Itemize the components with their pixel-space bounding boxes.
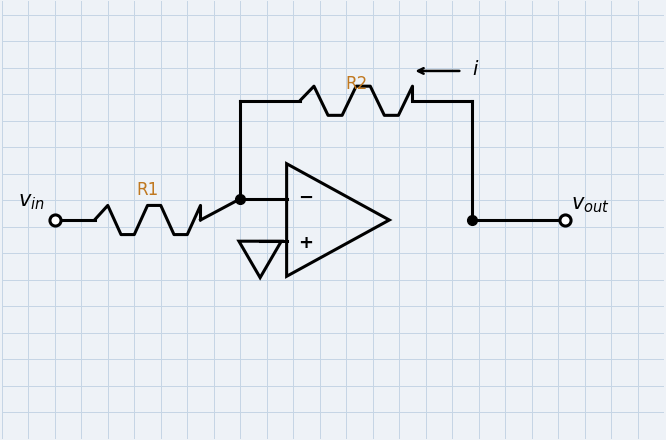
Text: $i$: $i$: [472, 60, 480, 79]
Text: $v_{in}$: $v_{in}$: [19, 192, 45, 212]
Text: −: −: [298, 188, 313, 206]
Text: R2: R2: [345, 75, 368, 93]
Text: $v_{out}$: $v_{out}$: [571, 195, 610, 215]
Text: +: +: [298, 234, 313, 252]
Text: R1: R1: [137, 181, 159, 199]
